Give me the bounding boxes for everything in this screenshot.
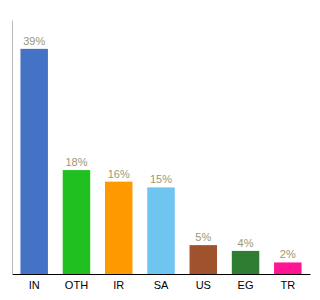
x-tick-label: EG	[238, 279, 254, 291]
y-axis-line	[12, 21, 13, 275]
chart-svg: 39% 18% 16% 15% 5% 4% 2% IN OTH IR SA US EG TR	[0, 0, 320, 300]
x-tick-label: IR	[113, 279, 124, 291]
bars	[20, 49, 301, 274]
x-tick: IN	[29, 279, 40, 291]
bar	[63, 170, 90, 274]
data-label: 16%	[108, 168, 130, 180]
data-label: 5%	[195, 231, 211, 243]
y-axis	[12, 21, 13, 275]
plot-area: 39% 18% 16% 15% 5% 4% 2% IN OTH IR SA US EG TR	[13, 21, 311, 291]
bar	[147, 187, 174, 274]
x-tick-label: IN	[29, 279, 40, 291]
bar	[274, 262, 301, 274]
data-label: 39%	[23, 35, 45, 47]
data-label: 15%	[150, 173, 172, 185]
x-tick: TR	[280, 279, 295, 291]
bar	[190, 245, 217, 274]
data-labels: 39% 18% 16% 15% 5% 4% 2%	[23, 35, 296, 261]
x-tick-label: US	[196, 279, 211, 291]
data-label: 18%	[65, 156, 87, 168]
x-tick-label: OTH	[65, 279, 88, 291]
x-tick: EG	[238, 279, 254, 291]
chart-container: 39% 18% 16% 15% 5% 4% 2% IN OTH IR SA US EG TR	[0, 0, 320, 300]
x-tick: US	[196, 279, 211, 291]
bar	[105, 182, 132, 274]
x-tick-label: SA	[154, 279, 169, 291]
bar	[232, 251, 259, 274]
x-axis: IN OTH IR SA US EG TR	[13, 275, 311, 291]
x-tick: OTH	[65, 279, 88, 291]
x-tick-label: TR	[280, 279, 295, 291]
bar	[20, 49, 47, 274]
data-label: 4%	[238, 237, 254, 249]
x-tick: SA	[154, 279, 169, 291]
x-axis-line	[13, 274, 311, 275]
data-label: 2%	[280, 248, 296, 260]
x-tick: IR	[113, 279, 124, 291]
